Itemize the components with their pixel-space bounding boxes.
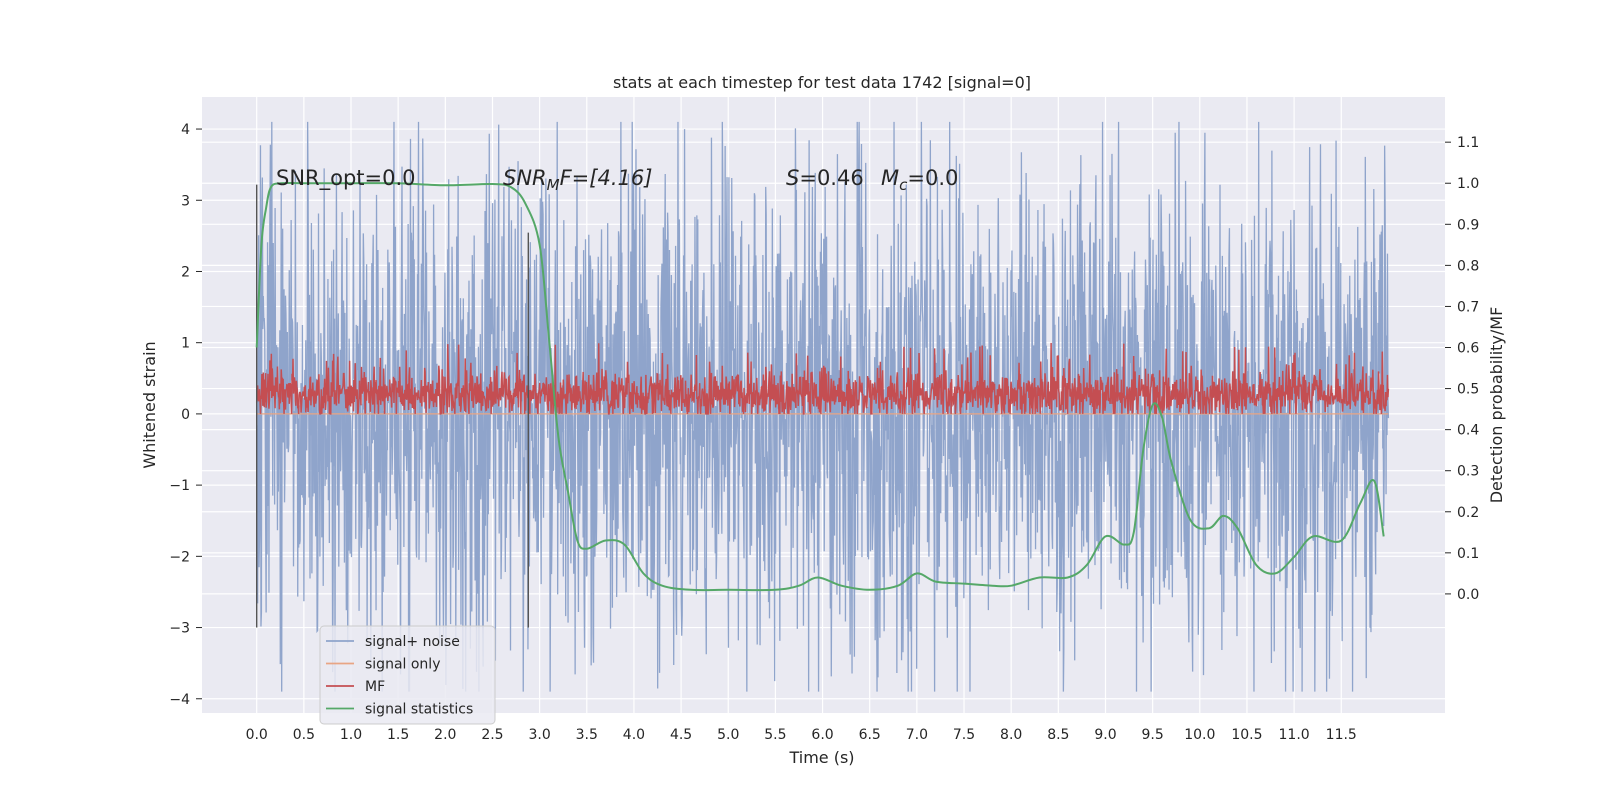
y-tick-label: −3 <box>169 621 190 637</box>
chart-title: stats at each timestep for test data 174… <box>613 73 1031 92</box>
y-tick-label: 0 <box>181 407 190 423</box>
x-tick-label: 10.5 <box>1231 727 1262 743</box>
annotation-snr-opt: SNR_opt=0.0 <box>276 166 416 191</box>
series-mf <box>255 342 1390 415</box>
y2-axis-label: Detection probability/MF <box>1487 307 1506 504</box>
series-signal-statistics <box>255 181 1385 592</box>
legend-label: signal statistics <box>365 702 473 718</box>
annotation-s: S=0.46 <box>786 166 864 190</box>
y-tick-label: 2 <box>181 264 190 280</box>
y2-tick-label: 1.1 <box>1457 135 1479 151</box>
y-tick-label: −2 <box>169 549 190 565</box>
y-axis-label: Whitened strain <box>140 341 159 468</box>
x-tick-label: 11.0 <box>1279 727 1310 743</box>
x-tick-label: 8.5 <box>1047 727 1069 743</box>
x-tick-label: 9.0 <box>1094 727 1116 743</box>
y2-tick-label: 1.0 <box>1457 176 1479 192</box>
plot-area <box>255 121 1390 692</box>
y2-tick-label: 0.8 <box>1457 258 1479 274</box>
y-tick-label: 3 <box>181 193 190 209</box>
y2-tick-label: 0.2 <box>1457 505 1479 521</box>
x-axis-label: Time (s) <box>788 748 854 767</box>
x-axis-ticks: 0.0 0.5 1.0 1.5 2.0 2.5 3.0 3.5 4.0 4.5 5.0 5.5 6.0 6… <box>246 727 1357 743</box>
x-tick-label: 6.5 <box>859 727 881 743</box>
x-tick-label: 11.5 <box>1326 727 1357 743</box>
annotation-s-symbol: S <box>786 166 799 190</box>
y2-axis-ticks: 0.0 0.1 0.2 0.3 0.4 0.5 0.6 0.7 0.8 0.9 1.0 1.1 <box>1445 135 1479 603</box>
y-tick-label: −4 <box>169 692 190 708</box>
y2-tick-label: 0.4 <box>1457 423 1479 439</box>
y2-tick-label: 0.5 <box>1457 382 1479 398</box>
y-tick-label: 4 <box>181 122 190 138</box>
annotation-mc-subscript: c <box>899 176 908 194</box>
x-tick-label: 1.0 <box>340 727 362 743</box>
x-tick-label: 9.5 <box>1142 727 1164 743</box>
legend-label: MF <box>365 679 385 695</box>
x-tick-label: 4.0 <box>623 727 645 743</box>
y2-tick-label: 0.9 <box>1457 217 1479 233</box>
annotation-snr-mf-symbol: SNR <box>503 166 547 190</box>
x-tick-label: 5.5 <box>764 727 786 743</box>
x-tick-label: 5.0 <box>717 727 739 743</box>
legend-box <box>319 625 496 725</box>
x-tick-label: 4.5 <box>670 727 692 743</box>
y2-tick-label: 0.1 <box>1457 546 1479 562</box>
x-tick-label: 2.0 <box>434 727 456 743</box>
signal-statistics-line <box>255 181 1385 592</box>
annotation-snr-mf-subscript: M <box>547 176 560 194</box>
annotation-mc-value: =0.0 <box>907 166 958 190</box>
legend: signal+ noise signal only MF signal statist… <box>319 625 496 725</box>
x-tick-label: 2.5 <box>481 727 503 743</box>
y2-tick-label: 0.7 <box>1457 299 1479 315</box>
y2-tick-label: 0.6 <box>1457 341 1479 357</box>
annotation-snr-mf-value: F=[4.16] <box>560 166 653 190</box>
annotation-snr-mf: SNRMF=[4.16] <box>503 166 652 194</box>
annotation-mc-symbol: M <box>881 166 899 190</box>
mf-line <box>255 342 1390 415</box>
legend-label: signal only <box>365 657 440 673</box>
x-tick-label: 6.0 <box>811 727 833 743</box>
x-tick-label: 7.0 <box>906 727 928 743</box>
series-signal-plus-noise <box>256 121 1390 692</box>
x-tick-label: 0.5 <box>293 727 315 743</box>
x-tick-label: 3.0 <box>528 727 550 743</box>
signal-plus-noise-line <box>256 121 1390 692</box>
x-tick-label: 8.0 <box>1000 727 1022 743</box>
x-tick-label: 3.5 <box>576 727 598 743</box>
annotation-s-value: =0.46 <box>799 166 863 190</box>
y2-tick-label: 0.0 <box>1457 587 1479 603</box>
y-tick-label: 1 <box>181 336 190 352</box>
vertical-markers <box>255 184 530 628</box>
y-axis-ticks: −4 −3 −2 −1 0 1 2 3 4 <box>169 122 202 708</box>
x-tick-label: 10.0 <box>1184 727 1215 743</box>
legend-label: signal+ noise <box>365 634 460 650</box>
x-tick-label: 1.5 <box>387 727 409 743</box>
x-tick-label: 7.5 <box>953 727 975 743</box>
y-tick-label: −1 <box>169 478 190 494</box>
annotation-mc: Mc=0.0 <box>881 166 958 194</box>
y2-tick-label: 0.3 <box>1457 464 1479 480</box>
x-tick-label: 0.0 <box>246 727 268 743</box>
